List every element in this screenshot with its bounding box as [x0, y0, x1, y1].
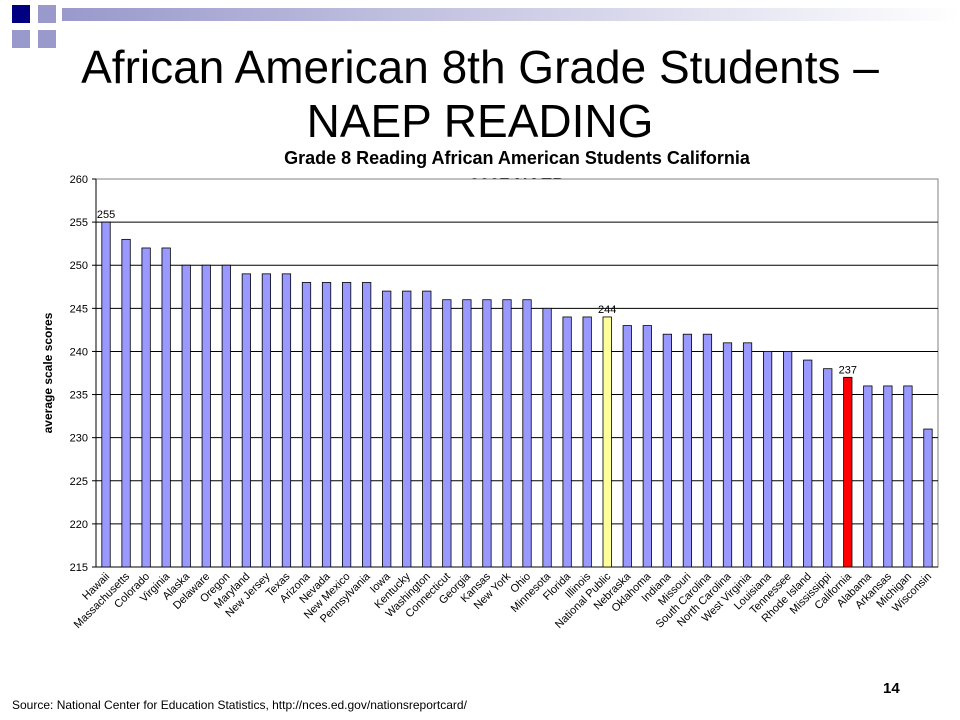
page-number: 14: [883, 680, 900, 697]
bar-chart: 215 220 225 230 235 240 245 250 255 260 average sc…: [41, 174, 939, 631]
bar-hawaii: [101, 221, 111, 568]
bar-texas: [281, 273, 292, 568]
bar-maryland: [241, 273, 251, 568]
bar-arizona: [301, 282, 312, 568]
bar-alaska: [181, 264, 191, 568]
bar-west-virginia: [742, 342, 753, 568]
bar-alabama: [863, 385, 873, 568]
y-tick-label: 235: [70, 390, 88, 402]
bar-iowa: [382, 290, 392, 568]
bar-connecticut: [442, 299, 452, 568]
bar-florida: [562, 316, 572, 568]
bar-colorado: [141, 247, 151, 568]
bar-oklahoma: [642, 325, 652, 568]
y-tick-label: 255: [70, 217, 88, 229]
bar-mississippi: [823, 368, 833, 568]
y-tick-label: 215: [70, 562, 88, 574]
bar-oregon: [221, 264, 231, 568]
y-axis-label: average scale scores: [41, 312, 55, 433]
y-tick-label: 230: [70, 433, 88, 445]
page-title-line2: NAEP READING: [306, 95, 654, 147]
data-label: 237: [839, 364, 857, 376]
plot-area: [95, 178, 939, 568]
bar-south-carolina: [702, 333, 713, 568]
bar-washington: [422, 290, 432, 568]
y-tick-label: 245: [70, 303, 88, 315]
y-tick-label: 240: [70, 346, 88, 358]
bar-virginia: [161, 247, 171, 568]
bar-rhode-island: [803, 359, 813, 568]
bar-georgia: [462, 299, 472, 568]
y-tick-label: 225: [70, 476, 88, 488]
bar-national-public: [602, 316, 612, 568]
data-label: 255: [97, 209, 115, 221]
bar-kentucky: [402, 290, 412, 568]
bar-arkansas: [883, 385, 893, 568]
bar-minnesota: [542, 307, 552, 568]
bar-kansas: [482, 299, 492, 568]
bar-michigan: [903, 385, 913, 568]
page-title-line1: African American 8th Grade Students –: [81, 41, 879, 93]
bar-california: [843, 376, 853, 568]
bar-new-mexico: [341, 282, 352, 568]
bar-pennsylvania: [362, 282, 372, 568]
y-tick-label: 220: [70, 519, 88, 531]
bar-tennessee: [783, 351, 793, 568]
corner-square-light: [12, 30, 30, 48]
source-note: Source: National Center for Education St…: [12, 698, 467, 712]
bar-massachusetts: [121, 238, 131, 568]
bar-nebraska: [622, 325, 632, 568]
page-title: African American 8th Grade Students – NA…: [0, 40, 960, 148]
header-gradient-bar: [62, 8, 960, 21]
bar-ohio: [522, 299, 532, 568]
bar-missouri: [682, 333, 693, 568]
corner-square-light: [38, 5, 56, 23]
bar-nevada: [321, 282, 332, 568]
bar-illinois: [582, 316, 592, 568]
y-tick-label: 260: [70, 174, 88, 186]
corner-square-dark: [12, 5, 30, 23]
bar-indiana: [662, 333, 672, 568]
bar-new-jersey: [261, 273, 272, 568]
data-label: 244: [598, 304, 616, 316]
corner-square-light: [38, 30, 56, 48]
bar-north-carolina: [722, 342, 733, 568]
bar-delaware: [201, 264, 211, 568]
bar-new-york: [502, 299, 512, 568]
chart-title-line1: Grade 8 Reading African American Student…: [284, 148, 750, 168]
bar-wisconsin: [923, 428, 933, 568]
bar-louisiana: [762, 351, 773, 568]
y-tick-label: 250: [70, 260, 88, 272]
